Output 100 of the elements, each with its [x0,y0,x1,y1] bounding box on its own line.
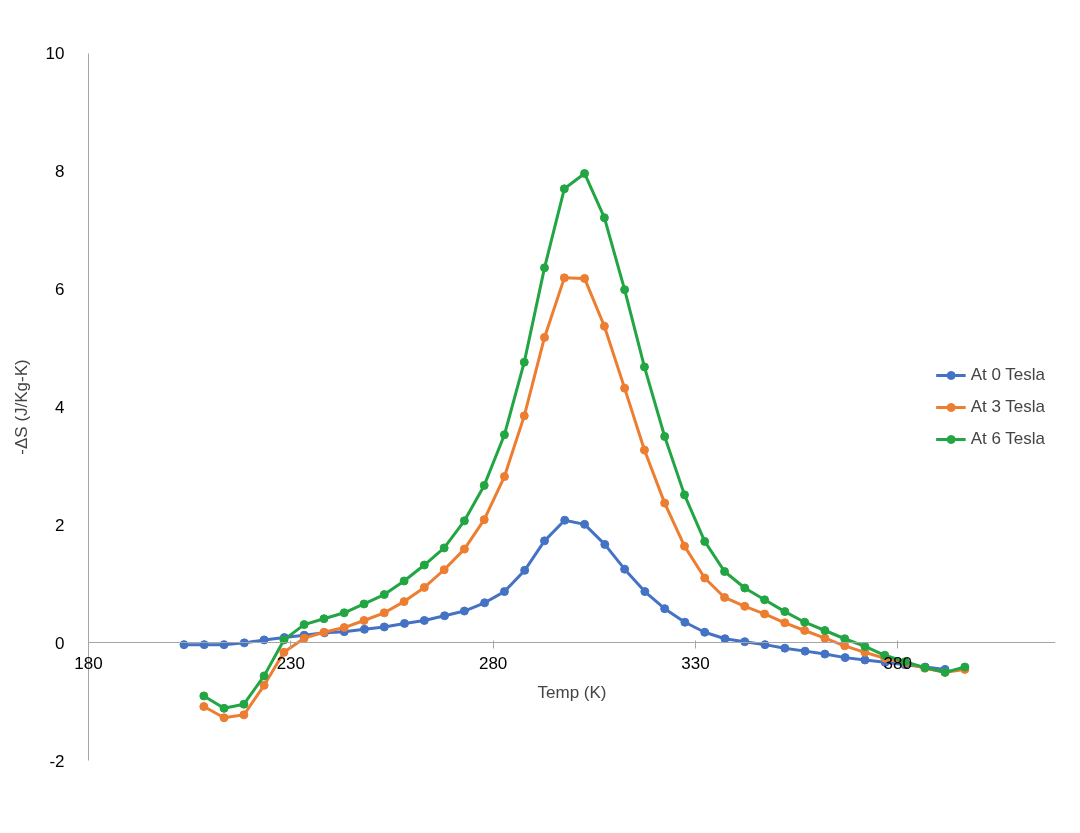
point [639,362,649,372]
point [319,614,329,624]
point [219,713,229,723]
point [559,273,569,283]
point [580,519,590,529]
x-tick-label: 330 [681,653,710,673]
point [800,646,810,656]
x-axis-title: Temp (K) [537,682,607,702]
point [379,590,389,600]
point [700,627,710,637]
point [780,607,790,617]
point [620,285,630,295]
point [199,640,209,650]
legend-label: At 0 Tesla [970,364,1045,385]
point [379,622,389,632]
point [640,587,650,597]
point [359,599,369,609]
point [299,620,309,630]
point [680,617,690,627]
point [439,543,449,553]
y-tick-label: 6 [55,280,65,300]
point [480,598,490,608]
y-tick-label: 0 [55,633,65,653]
point [359,624,369,634]
point [520,565,530,575]
point [720,634,730,644]
point [639,445,649,455]
point [760,595,770,605]
point [600,539,610,549]
point [860,655,870,665]
legend-label: At 6 Tesla [970,428,1045,449]
point [820,626,830,635]
point [359,615,369,625]
point [700,536,710,546]
point [580,168,590,178]
point [599,213,609,223]
point [499,430,509,440]
point [400,618,410,628]
point [219,703,229,713]
point [459,516,469,526]
point [259,680,269,690]
point [780,643,790,653]
point [560,515,570,525]
point [199,702,209,712]
point [399,597,409,607]
y-tick-label: 10 [45,44,65,64]
point [540,263,549,273]
point [239,638,249,648]
point [259,671,269,681]
point [439,565,449,575]
point [519,357,529,367]
point [540,536,549,546]
point [339,623,349,633]
point [580,273,590,283]
point [219,640,229,650]
point [419,582,429,592]
point [479,480,489,490]
point [679,490,689,500]
point [499,587,509,597]
point [740,601,750,611]
x-tick-label: 230 [276,653,306,673]
point [800,626,810,635]
point [239,699,249,709]
point [760,640,770,650]
y-tick-label: 2 [55,515,65,535]
point [740,637,750,647]
x-tick-label: 280 [478,653,508,673]
y-axis-title: -ΔS (J/Kg-K) [11,359,31,455]
point [440,611,450,621]
point [840,634,850,644]
point [780,618,790,628]
point [419,615,429,625]
point [660,604,670,614]
point [620,383,630,393]
point [720,567,730,577]
point [660,498,670,508]
point [660,431,670,441]
point [199,691,209,701]
point [459,606,469,616]
point [740,583,750,593]
point [540,332,549,342]
point [800,617,810,627]
x-tick-label: 180 [74,653,103,673]
point [679,541,689,551]
point [720,592,730,602]
point [379,608,389,618]
point [399,576,409,586]
point [559,184,569,194]
point [419,560,429,570]
point [499,472,509,482]
y-tick-label: -2 [49,751,65,771]
point [339,608,349,618]
point [820,633,830,643]
y-tick-label: 8 [55,162,65,182]
point [760,609,770,619]
point [820,649,830,659]
point [479,515,489,525]
point [519,411,529,421]
point [279,647,289,657]
y-tick-label: 4 [55,398,65,417]
